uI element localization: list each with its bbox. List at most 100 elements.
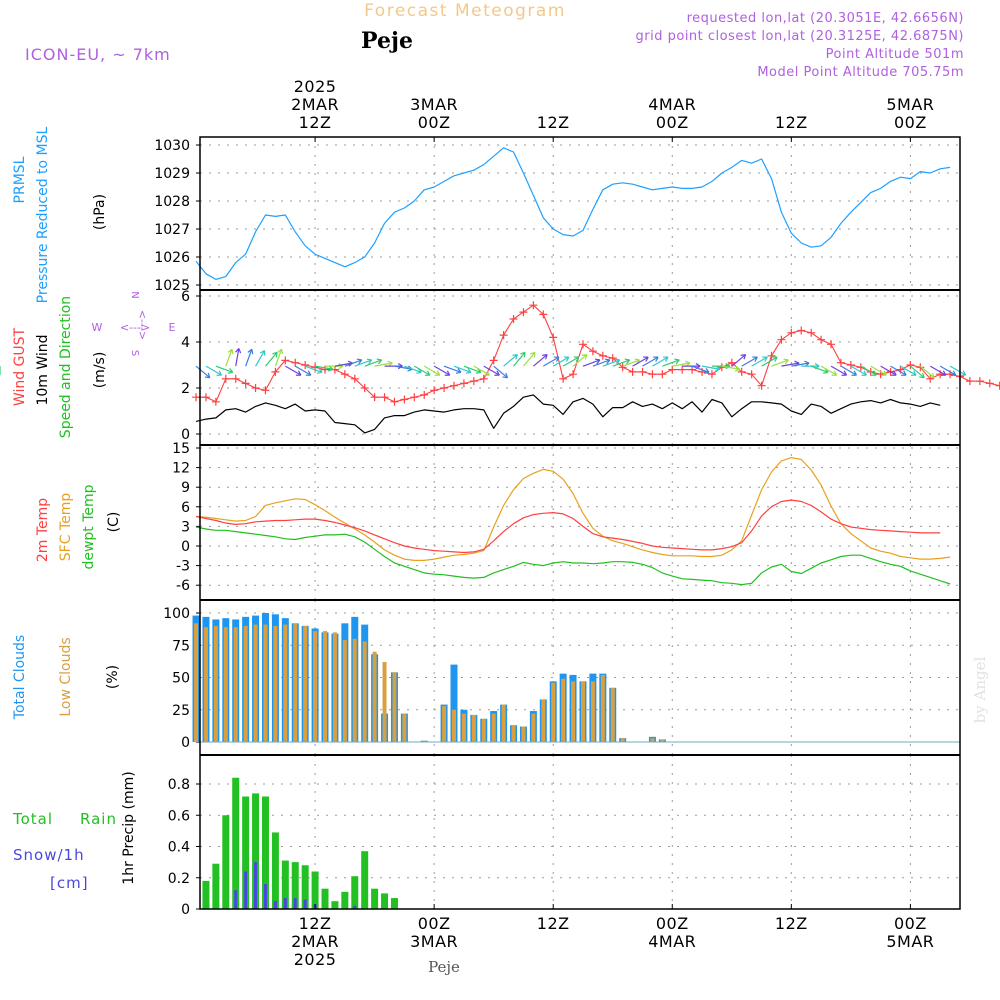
wind-label-group: 10m Wind <box>35 334 51 405</box>
gust-marker <box>906 361 915 369</box>
rain-label: Rain <box>80 810 117 828</box>
gust-marker <box>737 367 746 376</box>
wind-arrow-head <box>960 370 967 376</box>
snow-bar <box>293 898 297 909</box>
sfc-label-group: SFC Temp <box>58 493 74 562</box>
wind-arrow-head <box>831 370 838 376</box>
bottom-time-label: 12Z <box>537 914 570 933</box>
low-clouds-label-group: Low Clouds <box>58 637 74 716</box>
bottom-time-label: 12Z <box>775 914 808 933</box>
plot-frame <box>199 136 961 910</box>
top-time-label: 00Z <box>418 113 451 132</box>
wind-direction-arrow <box>781 362 800 367</box>
low-cloud-bar <box>660 739 665 742</box>
gust-marker <box>797 326 806 335</box>
wind-direction-arrow <box>731 354 746 367</box>
wind-direction-arrow <box>582 359 601 367</box>
gust-marker <box>638 367 647 376</box>
pressure-label-group: PRMSL <box>12 156 28 203</box>
bottom-time-label: 00Z <box>418 914 451 933</box>
low-cloud-bar <box>541 699 546 742</box>
y-tick-label: 100 <box>163 606 190 622</box>
gust-marker <box>985 379 994 388</box>
wind-direction-arrow <box>890 365 907 376</box>
gust-marker <box>211 397 220 406</box>
wind-direction-arrow <box>860 365 877 376</box>
wind-direction-arrow <box>810 365 829 373</box>
wind-direction-arrow <box>414 365 431 376</box>
gust-marker <box>459 379 468 388</box>
rain-bar <box>261 796 269 909</box>
wind-arrow-head <box>563 356 570 362</box>
rain-bar <box>381 893 389 909</box>
gust-marker <box>340 370 349 379</box>
low-cloud-bar <box>451 709 456 742</box>
rain-bar <box>291 862 299 909</box>
wind-arrow-head <box>227 348 234 355</box>
low-cloud-bar <box>243 625 248 742</box>
wind-direction-arrow <box>572 354 588 367</box>
wind-unit-group: (m/s) <box>92 352 108 389</box>
gust-marker <box>509 315 518 323</box>
snow-label: Snow/1h <box>13 846 85 864</box>
gust-marker <box>777 335 786 344</box>
bottom-time-label: 3MAR <box>410 932 458 951</box>
wind-direction-arrow <box>870 365 887 376</box>
wind-arrow-head <box>762 356 768 362</box>
y-tick-label: 50 <box>172 671 190 687</box>
bottom-time-label: 2MAR <box>291 932 339 951</box>
wind-direction-arrow <box>235 348 240 367</box>
wind-direction-arrow <box>195 365 211 379</box>
wind-direction-arrow <box>721 365 740 370</box>
gust-marker <box>261 386 270 395</box>
low-cloud-bar <box>352 638 357 742</box>
wind-arrow-head <box>573 356 580 362</box>
wind-arrow-head <box>734 365 740 372</box>
wind-arrow-head <box>704 368 710 374</box>
wind-direction-arrow <box>493 365 508 379</box>
pressure-unit: (hPa) <box>92 194 108 230</box>
wind-arrow-head <box>247 348 254 355</box>
gust-marker <box>628 367 637 376</box>
gust-marker <box>221 374 230 383</box>
temp-sfc-label: SFC Temp <box>58 493 74 562</box>
low-cloud-bar <box>203 627 208 742</box>
wind-arrow-head <box>861 370 867 376</box>
wind-direction-arrow <box>939 365 957 376</box>
low-cloud-bar <box>233 627 238 742</box>
snow-bar <box>263 884 267 909</box>
top-time-label: 5MAR <box>886 95 934 114</box>
temp-dewpt-label: dewpt Temp <box>81 484 97 569</box>
wind-direction-arrow <box>245 349 253 367</box>
wind-direction-arrow <box>602 359 620 367</box>
low-cloud-bar <box>471 714 476 742</box>
wind-arrow-head <box>740 353 747 360</box>
gust-marker <box>569 370 578 379</box>
gust-marker <box>598 351 607 360</box>
clouds-unit: (%) <box>105 665 121 689</box>
low-cloud-bar <box>293 623 298 742</box>
wind-arrow-head <box>204 372 211 379</box>
wind-gust-label: Wind GUST <box>12 327 28 406</box>
gust-marker <box>271 367 280 376</box>
wind-direction-arrow <box>473 365 490 376</box>
gust-marker <box>549 333 558 342</box>
wind-arrow-head <box>235 348 242 354</box>
wind-arrow-head <box>871 370 877 376</box>
wind-direction-arrow <box>205 365 222 376</box>
y-tick-label: 0 <box>181 735 190 751</box>
wind-direction-arrow <box>542 356 560 367</box>
y-tick-label: 3 <box>181 519 190 535</box>
rain-bar <box>202 880 210 909</box>
gust-marker <box>281 356 290 365</box>
wind-direction-arrow <box>830 365 847 376</box>
bottom-time-label: 4MAR <box>648 932 696 951</box>
wind-arrow-head <box>494 370 500 376</box>
temp-2m-label: 2m Temp <box>35 498 51 562</box>
compass-north: N <box>129 291 140 298</box>
precip-unit-group: 1hr Precip (mm) <box>121 771 137 884</box>
wind-direction-arrow <box>900 365 917 376</box>
wind-arrow-head <box>950 370 957 376</box>
gust-marker <box>767 351 776 360</box>
gust-marker <box>449 381 458 390</box>
